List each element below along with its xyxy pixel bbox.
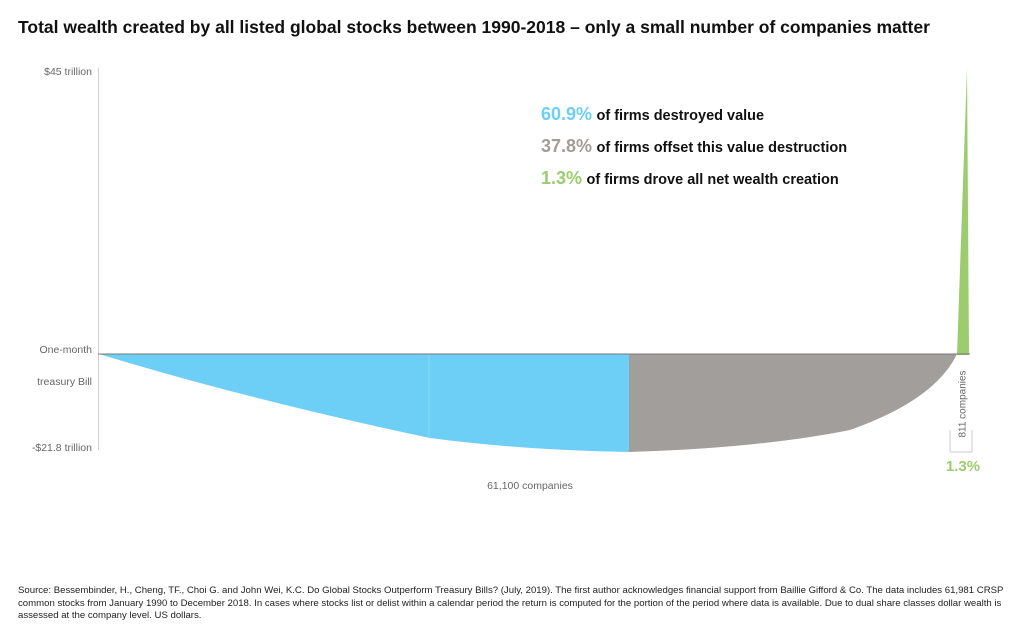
- y-tick-bottom: -$21.8 trillion: [31, 442, 92, 454]
- legend-pct: 60.9%: [541, 104, 593, 124]
- y-tick-zero-line2: treasury Bill: [37, 376, 92, 388]
- y-tick-zero-line1: One-month: [39, 344, 92, 356]
- legend-pct: 37.8%: [541, 136, 593, 156]
- legend-item-destroyed: 60.9% of firms destroyed value: [541, 104, 764, 125]
- legend-text: of firms drove all net wealth creation: [586, 172, 839, 188]
- segment-offset-value: [629, 354, 957, 452]
- legend-item-creation: 1.3% of firms drove all net wealth creat…: [541, 168, 839, 189]
- legend-text: of firms destroyed value: [596, 108, 765, 124]
- chart-title: Total wealth created by all listed globa…: [18, 17, 930, 37]
- y-tick-top: $45 trillion: [44, 66, 92, 78]
- segment-wealth-creation: [957, 68, 969, 355]
- x-axis-label: 61,100 companies: [487, 480, 573, 492]
- segment-destroyed-value: [99, 354, 629, 452]
- legend-item-offset: 37.8% of firms offset this value destruc…: [541, 136, 847, 157]
- bracket-pct: 1.3%: [945, 458, 981, 475]
- bracket-811-companies: [949, 430, 973, 453]
- source-note: Source: Bessembinder, H., Cheng, TF., Ch…: [18, 585, 1004, 622]
- bracket-label: 811 companies: [957, 370, 969, 438]
- legend-pct: 1.3%: [541, 168, 583, 188]
- legend-text: of firms offset this value destruction: [596, 140, 848, 156]
